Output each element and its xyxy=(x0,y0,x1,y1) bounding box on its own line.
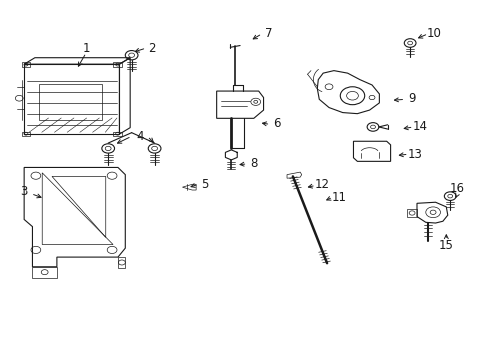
Text: 8: 8 xyxy=(250,157,257,170)
Text: 12: 12 xyxy=(315,178,330,191)
Text: 6: 6 xyxy=(273,117,280,130)
Text: 11: 11 xyxy=(331,191,346,204)
Text: 13: 13 xyxy=(408,148,422,161)
Text: 1: 1 xyxy=(82,41,90,54)
Text: 3: 3 xyxy=(21,185,28,198)
Text: 9: 9 xyxy=(408,92,416,105)
Text: 14: 14 xyxy=(413,121,427,134)
Text: 4: 4 xyxy=(136,130,144,143)
Text: 2: 2 xyxy=(148,41,156,54)
Text: 5: 5 xyxy=(201,178,209,191)
Text: 10: 10 xyxy=(427,27,442,40)
Text: 15: 15 xyxy=(439,239,454,252)
Text: 7: 7 xyxy=(265,27,272,40)
Text: 16: 16 xyxy=(450,183,465,195)
